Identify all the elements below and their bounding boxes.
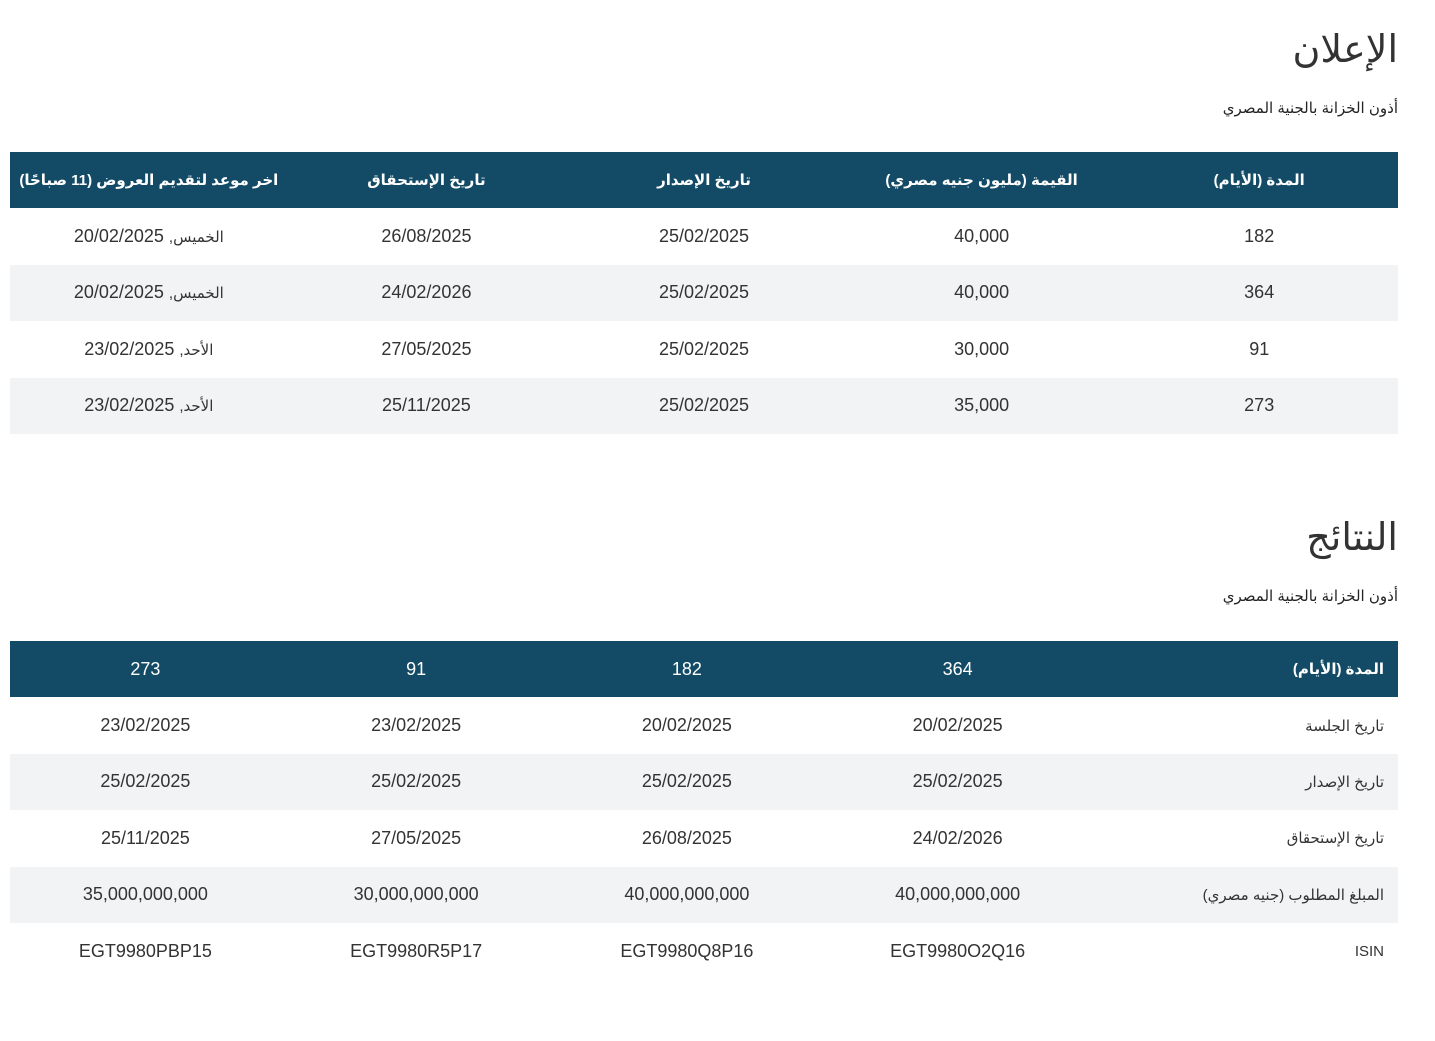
- value-cell: EGT9980R5P17: [350, 940, 483, 961]
- deadline-date: 23/02/2025: [84, 395, 175, 416]
- value-cell: 25/02/2025: [371, 771, 462, 792]
- value-cell: 20/02/2025: [912, 715, 1003, 736]
- row-header-tenor: المدة (الأيام): [1292, 661, 1384, 679]
- value-cell: 30,000,000,000: [353, 884, 479, 905]
- tenor-column-header: 91: [406, 658, 427, 679]
- value-cell: EGT9980PBP15: [78, 940, 212, 961]
- tenor-cell: 182: [1244, 226, 1275, 247]
- table-row: 364 40,000 25/02/2025 24/02/2026 الخميس,…: [10, 264, 1398, 322]
- value-cell: 25/02/2025: [100, 771, 191, 792]
- deadline-date: 20/02/2025: [73, 226, 164, 247]
- value-cell: 26/08/2025: [641, 827, 732, 848]
- deadline-day: الأحد,: [179, 398, 214, 416]
- column-header-issue-date: تاريخ الإصدار: [657, 172, 751, 190]
- row-label: ISIN: [1354, 942, 1384, 960]
- column-header-amount: القيمة (مليون جنيه مصري): [885, 172, 1078, 190]
- results-subtitle: أذون الخزانة بالجنية المصري: [1222, 588, 1398, 605]
- announcement-title: الإعلان: [1292, 27, 1398, 71]
- deadline-cell: الأحد, 23/02/2025: [10, 339, 288, 360]
- results-title: النتائج: [1306, 515, 1398, 559]
- table-header-row: المدة (الأيام) القيمة (مليون جنيه مصري) …: [10, 152, 1398, 209]
- deadline-day: الخميس,: [168, 229, 224, 247]
- table-row-isin: ISIN EGT9980O2Q16 EGT9980Q8P16 EGT9980R5…: [10, 923, 1398, 979]
- table-row-maturity-date: تاريخ الإستحقاق 24/02/2026 26/08/2025 27…: [10, 810, 1398, 866]
- value-cell: 27/05/2025: [371, 827, 462, 848]
- deadline-cell: الخميس, 20/02/2025: [10, 282, 288, 303]
- row-label: تاريخ الإستحقاق: [1286, 830, 1384, 848]
- issue-date-cell: 25/02/2025: [658, 282, 750, 303]
- maturity-date-cell: 27/05/2025: [381, 338, 472, 359]
- value-cell: EGT9980Q8P16: [620, 940, 754, 961]
- tenor-column-header: 273: [130, 658, 161, 679]
- value-cell: 23/02/2025: [371, 715, 462, 736]
- deadline-day: الأحد,: [179, 341, 214, 359]
- tenor-cell: 273: [1244, 395, 1275, 416]
- value-cell: 25/11/2025: [100, 827, 190, 848]
- deadline-cell: الخميس, 20/02/2025: [10, 226, 288, 247]
- amount-cell: 30,000: [954, 338, 1010, 359]
- deadline-date: 23/02/2025: [84, 338, 175, 359]
- issue-date-cell: 25/02/2025: [658, 395, 750, 416]
- value-cell: 40,000,000,000: [895, 884, 1021, 905]
- table-row-issue-date: تاريخ الإصدار 25/02/2025 25/02/2025 25/0…: [10, 753, 1398, 811]
- value-cell: 25/02/2025: [641, 771, 732, 792]
- value-cell: EGT9980O2Q16: [890, 940, 1026, 961]
- deadline-day: الخميس,: [168, 285, 224, 303]
- value-cell: 24/02/2026: [912, 827, 1003, 848]
- row-label: تاريخ الجلسة: [1305, 717, 1384, 735]
- deadline-cell: الأحد, 23/02/2025: [10, 395, 288, 416]
- table-row: 273 35,000 25/02/2025 25/11/2025 الأحد, …: [10, 377, 1398, 434]
- row-label: تاريخ الإصدار: [1305, 773, 1384, 791]
- deadline-date: 20/02/2025: [73, 282, 164, 303]
- column-header-maturity-date: تاريخ الإستحقاق: [367, 172, 486, 190]
- maturity-date-cell: 24/02/2026: [381, 282, 472, 303]
- results-table: المدة (الأيام) 364 182 91 273 تاريخ الجل…: [10, 641, 1398, 979]
- value-cell: 40,000,000,000: [624, 884, 750, 905]
- amount-cell: 35,000: [954, 395, 1010, 416]
- amount-cell: 40,000: [954, 226, 1010, 247]
- table-row-session-date: تاريخ الجلسة 20/02/2025 20/02/2025 23/02…: [10, 697, 1398, 753]
- row-label: المبلغ المطلوب (جنيه مصري): [1202, 886, 1384, 904]
- tenor-cell: 91: [1249, 338, 1270, 359]
- tenor-cell: 364: [1244, 282, 1275, 303]
- maturity-date-cell: 26/08/2025: [381, 226, 472, 247]
- amount-cell: 40,000: [954, 282, 1010, 303]
- column-header-deadline: اخر موعد لتقديم العروض (11 صباحًا): [19, 172, 279, 190]
- table-row: 182 40,000 25/02/2025 26/08/2025 الخميس,…: [10, 208, 1398, 264]
- value-cell: 23/02/2025: [100, 715, 191, 736]
- table-row: 91 30,000 25/02/2025 27/05/2025 الأحد, 2…: [10, 321, 1398, 377]
- announcement-table: المدة (الأيام) القيمة (مليون جنيه مصري) …: [10, 152, 1398, 434]
- issue-date-cell: 25/02/2025: [658, 338, 750, 359]
- column-header-tenor: المدة (الأيام): [1213, 172, 1305, 190]
- tenor-column-header: 364: [942, 658, 973, 679]
- table-header-row: المدة (الأيام) 364 182 91 273: [10, 641, 1398, 698]
- value-cell: 25/02/2025: [912, 771, 1003, 792]
- issue-date-cell: 25/02/2025: [658, 226, 750, 247]
- maturity-date-cell: 25/11/2025: [382, 395, 471, 416]
- table-row-requested-amount: المبلغ المطلوب (جنيه مصري) 40,000,000,00…: [10, 866, 1398, 923]
- tenor-column-header: 182: [671, 658, 702, 679]
- value-cell: 20/02/2025: [641, 715, 732, 736]
- value-cell: 35,000,000,000: [82, 884, 208, 905]
- announcement-subtitle: أذون الخزانة بالجنية المصري: [1222, 100, 1398, 117]
